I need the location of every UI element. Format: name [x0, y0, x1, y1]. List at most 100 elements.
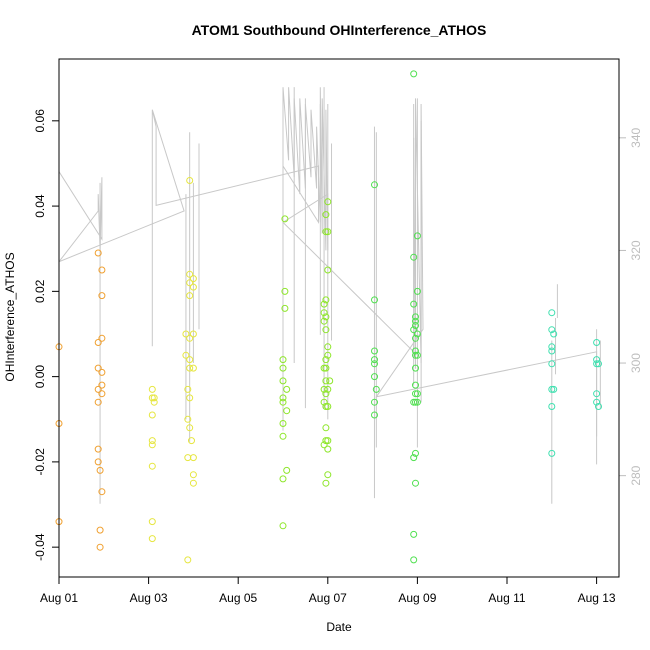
- data-point-g2-13: [283, 407, 291, 415]
- data-point-g1-23: [186, 394, 194, 402]
- y2-tick-label-2: 320: [629, 240, 643, 260]
- data-point-g3-20: [412, 334, 419, 342]
- data-point-g4-10: [593, 339, 601, 346]
- data-point-g4-2: [548, 343, 556, 351]
- data-point-g3-2: [371, 347, 378, 355]
- data-point-g0-18: [98, 390, 106, 398]
- data-point-g2-37: [324, 266, 332, 274]
- x-axis-label: Date: [326, 620, 352, 634]
- data-point-g3-27: [412, 449, 419, 457]
- data-point-g3-3: [371, 356, 378, 364]
- data-point-g0-19: [98, 488, 106, 496]
- data-point-g4-11: [593, 356, 601, 364]
- data-point-g3-10: [410, 253, 418, 261]
- scatter-point-layer: [55, 70, 602, 564]
- data-point-g3-14: [410, 454, 418, 462]
- y-tick-label-3: 0.02: [33, 279, 47, 303]
- data-point-g3-34: [413, 398, 421, 406]
- data-point-g2-32: [322, 424, 330, 432]
- plot-frame: [58, 58, 620, 578]
- data-point-g4-7: [548, 449, 556, 457]
- data-point-g2-35: [324, 198, 332, 206]
- data-point-g1-22: [186, 364, 194, 372]
- data-point-g0-6: [94, 385, 102, 393]
- x-tick-label-3: Aug 07: [309, 591, 347, 605]
- data-point-g2-38: [324, 343, 332, 351]
- data-point-g1-30: [189, 454, 197, 462]
- data-point-g1-19: [186, 292, 194, 300]
- data-point-g3-11: [410, 300, 418, 308]
- data-point-g3-28: [412, 479, 419, 487]
- data-point-g1-6: [148, 518, 156, 526]
- data-point-g3-22: [412, 351, 419, 359]
- data-point-g2-11: [281, 304, 289, 312]
- data-point-g3-30: [413, 287, 421, 295]
- data-point-g4-0: [548, 309, 556, 317]
- data-point-g3-33: [413, 390, 421, 398]
- data-point-g2-15: [320, 300, 328, 308]
- data-point-g2-14: [283, 466, 291, 474]
- data-point-g2-9: [281, 215, 289, 223]
- data-point-g0-15: [98, 334, 106, 342]
- data-point-g3-8: [372, 385, 380, 393]
- data-point-g0-9: [94, 458, 102, 466]
- data-point-g2-31: [322, 403, 330, 410]
- data-point-g1-0: [148, 385, 156, 393]
- data-point-g0-11: [96, 526, 104, 534]
- data-point-g2-19: [320, 385, 328, 393]
- data-point-g1-26: [189, 275, 197, 283]
- data-point-g1-16: [186, 177, 194, 184]
- x-tick-label-6: Aug 13: [578, 591, 616, 605]
- data-point-g3-0: [371, 181, 378, 189]
- data-point-g1-8: [150, 398, 158, 406]
- data-point-g0-3: [94, 249, 102, 257]
- data-point-g1-10: [182, 330, 190, 338]
- data-point-g3-21: [412, 347, 419, 355]
- data-point-g3-18: [412, 317, 419, 325]
- data-point-g4-3: [548, 347, 556, 355]
- data-point-g2-7: [279, 475, 287, 483]
- data-point-g1-9: [150, 394, 158, 402]
- data-point-g2-27: [322, 356, 330, 364]
- data-point-g2-4: [279, 398, 287, 406]
- data-point-g2-17: [320, 317, 328, 325]
- x-tick-label-4: Aug 09: [398, 591, 436, 605]
- data-point-g2-41: [324, 403, 332, 410]
- data-point-g2-1: [279, 364, 287, 372]
- data-point-g3-17: [412, 313, 419, 321]
- data-point-g3-31: [413, 330, 421, 338]
- data-point-g3-15: [410, 530, 418, 538]
- data-point-g0-17: [98, 381, 106, 389]
- data-point-g1-18: [186, 279, 194, 287]
- data-point-g1-4: [148, 441, 156, 449]
- data-point-g2-12: [283, 385, 291, 393]
- data-point-g2-20: [320, 398, 328, 406]
- data-point-g2-24: [322, 296, 330, 304]
- data-point-g2-16: [320, 309, 328, 317]
- data-point-g4-12: [593, 360, 601, 368]
- data-point-g0-16: [98, 368, 106, 376]
- data-point-g3-19: [412, 322, 419, 329]
- x-tick-label-2: Aug 05: [219, 591, 257, 605]
- data-point-g1-3: [148, 437, 156, 445]
- y2-tick-label-3: 340: [629, 127, 643, 147]
- data-point-g2-42: [324, 437, 332, 445]
- data-point-g1-31: [189, 471, 197, 479]
- data-point-g4-16: [595, 403, 602, 410]
- data-point-g1-5: [148, 462, 156, 470]
- data-point-g3-26: [412, 398, 419, 406]
- y-tick-label-5: 0.06: [33, 109, 47, 133]
- data-point-g2-28: [322, 364, 330, 372]
- data-point-g2-30: [322, 390, 330, 398]
- chart-title: ATOM1 Southbound OHInterference_ATHOS: [192, 22, 487, 38]
- data-point-g2-34: [322, 479, 330, 487]
- data-point-g0-7: [94, 398, 102, 406]
- data-point-g2-29: [322, 377, 330, 385]
- data-point-g1-2: [148, 411, 156, 419]
- data-point-g1-15: [184, 556, 192, 564]
- data-point-g1-24: [186, 424, 194, 432]
- data-point-g4-14: [593, 398, 601, 406]
- data-point-g1-27: [189, 283, 197, 291]
- data-point-g2-6: [279, 432, 287, 440]
- data-point-g1-7: [148, 535, 156, 543]
